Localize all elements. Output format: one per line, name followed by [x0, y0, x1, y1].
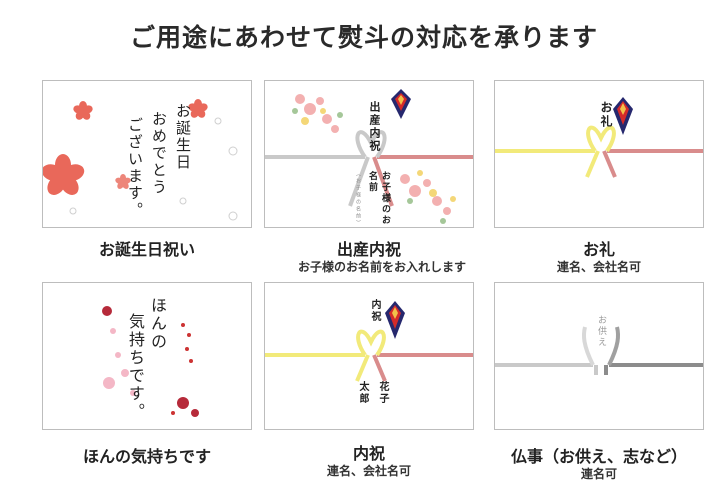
noshi-upper-text: お礼	[599, 101, 613, 129]
noshi-card-buddhist[interactable]: お供え	[494, 282, 704, 430]
noshi-name-2: 太郎	[357, 381, 368, 405]
caption-thanks: お礼	[582, 240, 615, 259]
noshi-small-text: （お子様の名前）	[355, 171, 361, 227]
noshi-illustration	[495, 326, 703, 375]
blossom-icon	[43, 99, 208, 195]
caption-return: 内祝	[352, 444, 385, 463]
birthday-line-1: お誕生日	[174, 103, 192, 171]
birthday-illustration	[43, 99, 238, 221]
noshi-card-return[interactable]: 内祝 花子 太郎	[264, 282, 474, 430]
caption-token: ほんの気持ちです	[82, 447, 211, 466]
noshi-card-birth-return[interactable]: 出産内祝 お子様のお名前 （お子様の名前）	[264, 80, 474, 228]
note-buddhist: 連名可	[580, 467, 617, 481]
noshi-icon	[391, 89, 411, 119]
noshi-card-birthday[interactable]: お誕生日 おめでとう ございます。	[42, 80, 252, 228]
plum-blossom-icon	[102, 306, 199, 417]
noshi-icon	[613, 97, 633, 135]
noshi-upper-text: 出産内祝	[368, 101, 381, 153]
birthday-line-3: ございます。	[126, 117, 144, 219]
page-title: ご用途にあわせて熨斗の対応を承ります	[129, 23, 598, 52]
note-thanks: 連名、会社名可	[556, 260, 641, 274]
caption-birthday: お誕生日祝い	[98, 240, 195, 259]
note-return: 連名、会社名可	[326, 464, 411, 478]
noshi-illustration	[495, 97, 703, 178]
token-illustration	[102, 306, 199, 417]
token-line-1: ほんの	[148, 297, 167, 351]
caption-buddhist: 仏事（お供え、志など）	[510, 447, 687, 466]
noshi-illustration	[265, 89, 473, 224]
noshi-illustration	[265, 301, 473, 382]
noshi-card-thanks[interactable]: お礼	[494, 80, 704, 228]
noshi-upper-text: お供え	[596, 315, 606, 348]
birthday-line-2: おめでとう	[150, 111, 168, 196]
noshi-lower-text: お子様のお名前	[367, 171, 390, 226]
token-line-2: 気持ちです。	[126, 313, 145, 421]
noshi-card-token[interactable]: ほんの 気持ちです。	[42, 282, 252, 430]
caption-birth-return: 出産内祝	[336, 240, 401, 259]
noshi-upper-text: 内祝	[369, 299, 380, 323]
noshi-icon	[385, 301, 405, 339]
noshi-name-1: 花子	[377, 381, 388, 405]
note-birth-return: お子様のお名前をお入れします	[297, 260, 466, 274]
